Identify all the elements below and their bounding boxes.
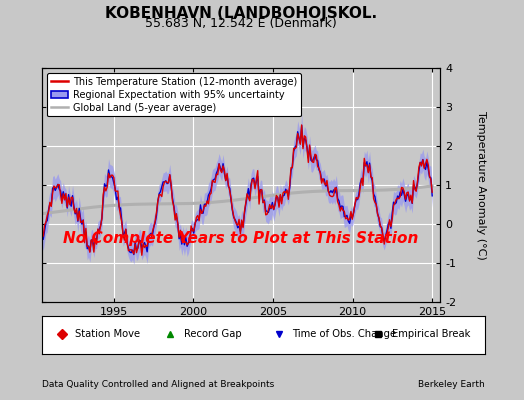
Text: KOBENHAVN (LANDBOHOJSKOL.: KOBENHAVN (LANDBOHOJSKOL. — [105, 6, 377, 21]
Text: Data Quality Controlled and Aligned at Breakpoints: Data Quality Controlled and Aligned at B… — [42, 380, 274, 389]
Text: Berkeley Earth: Berkeley Earth — [418, 380, 485, 389]
Text: Time of Obs. Change: Time of Obs. Change — [292, 329, 396, 339]
Text: 55.683 N, 12.542 E (Denmark): 55.683 N, 12.542 E (Denmark) — [145, 17, 337, 30]
Text: Station Move: Station Move — [75, 329, 140, 339]
Text: Empirical Break: Empirical Break — [392, 329, 470, 339]
Y-axis label: Temperature Anomaly (°C): Temperature Anomaly (°C) — [476, 111, 486, 259]
Text: Record Gap: Record Gap — [183, 329, 241, 339]
Legend: This Temperature Station (12-month average), Regional Expectation with 95% uncer: This Temperature Station (12-month avera… — [47, 73, 301, 116]
Text: No Complete Years to Plot at This Station: No Complete Years to Plot at This Statio… — [63, 231, 419, 246]
